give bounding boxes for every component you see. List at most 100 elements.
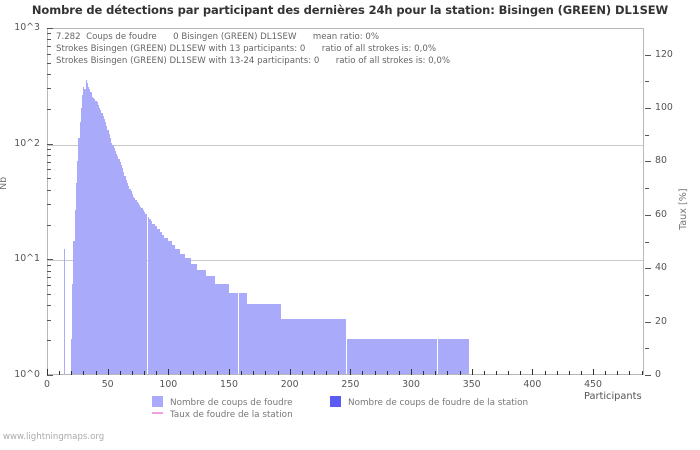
bar — [182, 253, 184, 374]
bar — [442, 339, 444, 374]
y-axis-right-tick — [645, 321, 651, 323]
y-axis-left-minor-tick — [47, 178, 51, 180]
x-axis-minor-tick — [459, 371, 461, 375]
bar — [261, 304, 263, 374]
y-axis-left-minor-tick — [47, 33, 51, 35]
bar — [226, 284, 228, 374]
bar — [302, 318, 305, 374]
bar — [385, 339, 387, 374]
bar — [141, 208, 143, 374]
bar — [169, 241, 171, 374]
x-axis-minor-tick — [495, 371, 497, 375]
bar — [364, 339, 366, 374]
y-axis-left-minor-tick — [47, 189, 51, 191]
bar — [197, 269, 199, 374]
bar — [162, 234, 164, 374]
bar — [294, 318, 296, 374]
bar — [163, 234, 165, 374]
x-axis-minor-tick — [192, 371, 194, 375]
bar — [179, 249, 181, 374]
x-axis-minor-tick — [71, 371, 73, 375]
watermark: www.lightningmaps.org — [3, 432, 105, 442]
bar — [233, 293, 235, 374]
legend-item[interactable]: Nombre de coups de foudre — [152, 396, 293, 408]
x-axis-tick — [168, 369, 170, 375]
bar — [259, 304, 261, 374]
x-axis-minor-tick — [277, 371, 279, 375]
bar — [98, 107, 101, 374]
y-axis-right-tick-label: 60 — [655, 208, 667, 220]
bar — [206, 276, 209, 374]
bar — [379, 339, 381, 374]
bar — [375, 339, 377, 374]
legend-item[interactable]: Taux de foudre de la station — [152, 410, 293, 420]
bar — [279, 304, 281, 374]
bar — [240, 293, 243, 374]
bar — [415, 339, 417, 374]
bar — [183, 253, 186, 374]
bar — [387, 339, 389, 374]
bar — [448, 339, 450, 374]
bar — [446, 339, 448, 374]
bar — [322, 318, 324, 374]
x-axis-minor-tick — [374, 371, 376, 375]
bar — [353, 339, 355, 374]
bar — [329, 318, 331, 374]
annotation-line: Strokes Bisingen (GREEN) DL1SEW with 13-… — [56, 56, 451, 66]
bar — [71, 339, 73, 374]
bar — [310, 318, 312, 374]
y-axis-right-minor-tick — [645, 294, 649, 296]
bar — [370, 339, 372, 374]
x-axis-minor-tick — [180, 371, 182, 375]
bar — [118, 159, 120, 374]
bar — [458, 339, 460, 374]
bar — [135, 199, 137, 374]
bar — [251, 304, 254, 374]
legend-item[interactable]: Nombre de coups de foudre de la station — [330, 396, 528, 408]
bar — [290, 318, 292, 374]
bar — [333, 318, 335, 374]
bar — [222, 284, 224, 374]
bar — [188, 258, 190, 374]
bar — [409, 339, 411, 374]
bar — [237, 293, 239, 374]
y-axis-left-minor-tick — [47, 148, 51, 150]
bar — [130, 191, 132, 374]
bar — [209, 276, 211, 374]
bar — [223, 284, 226, 374]
bar — [111, 142, 113, 374]
x-axis-minor-tick — [301, 371, 303, 375]
bar — [72, 284, 74, 374]
bar — [388, 339, 391, 374]
bar — [376, 339, 379, 374]
y-axis-left-tick — [47, 143, 53, 145]
bar — [102, 116, 104, 374]
legend-item-label: Nombre de coups de foudre — [170, 398, 293, 408]
x-axis-minor-tick — [423, 371, 425, 375]
bar — [401, 339, 403, 374]
y-axis-right-tick — [645, 161, 651, 163]
bar — [393, 339, 396, 374]
y-axis-right-tick — [645, 108, 651, 110]
bar — [90, 91, 92, 374]
bar — [268, 304, 271, 374]
bar — [105, 122, 107, 374]
bar — [85, 80, 87, 374]
bar — [338, 318, 340, 374]
x-axis-tick-label: 350 — [462, 379, 481, 390]
plot-area: 7.282 Coups de foudre 0 Bisingen (GREEN)… — [47, 28, 644, 375]
x-axis-minor-tick — [241, 371, 243, 375]
bar — [79, 122, 81, 374]
bar — [437, 339, 439, 374]
bar — [307, 318, 309, 374]
bar — [174, 245, 176, 374]
bar — [464, 339, 466, 374]
bar — [196, 263, 198, 374]
bar — [402, 339, 404, 374]
bar — [136, 201, 138, 374]
x-axis-minor-tick — [629, 371, 631, 375]
bar — [436, 339, 438, 374]
bar — [257, 304, 260, 374]
bar — [151, 221, 153, 374]
bar — [396, 339, 398, 374]
